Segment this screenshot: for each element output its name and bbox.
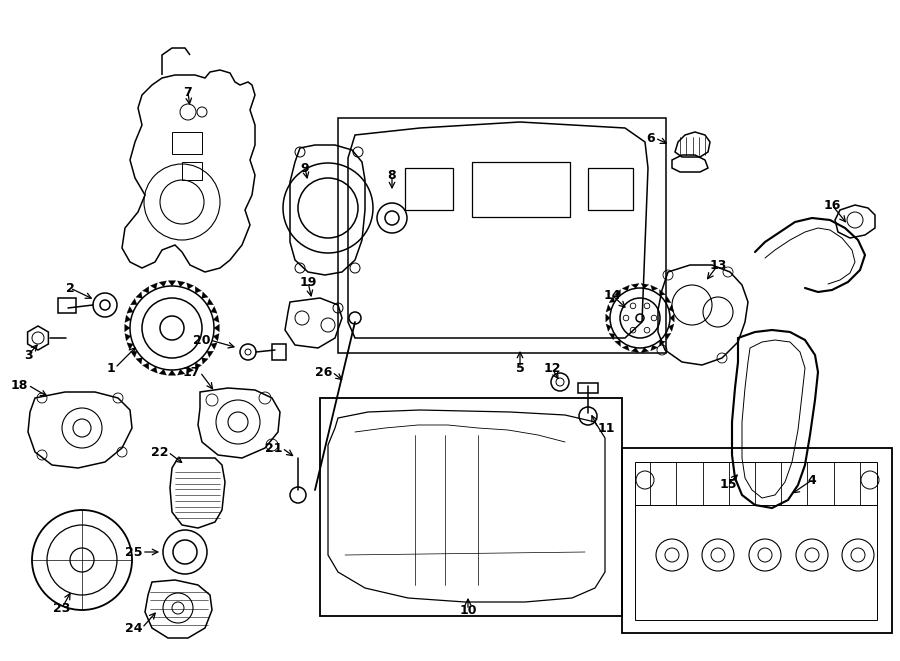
Polygon shape — [660, 340, 665, 346]
Polygon shape — [186, 367, 194, 373]
Text: 16: 16 — [824, 198, 841, 212]
Polygon shape — [669, 324, 674, 331]
Polygon shape — [214, 325, 220, 332]
Text: 21: 21 — [265, 442, 282, 455]
Polygon shape — [127, 342, 133, 350]
Bar — [320, 398, 622, 616]
Polygon shape — [609, 333, 615, 340]
Text: 20: 20 — [193, 334, 210, 346]
Bar — [472, 162, 570, 217]
Text: 3: 3 — [23, 348, 32, 362]
Bar — [635, 462, 877, 620]
Bar — [578, 383, 598, 393]
Text: 15: 15 — [719, 479, 737, 492]
Polygon shape — [195, 287, 202, 293]
Polygon shape — [168, 370, 176, 375]
Text: 24: 24 — [124, 621, 142, 635]
Polygon shape — [159, 281, 166, 287]
Text: 2: 2 — [66, 282, 75, 295]
Polygon shape — [177, 369, 184, 375]
Bar — [405, 168, 453, 210]
Text: 12: 12 — [544, 362, 561, 375]
Text: 6: 6 — [646, 132, 655, 145]
Polygon shape — [660, 290, 665, 295]
Bar — [338, 118, 666, 353]
Polygon shape — [665, 296, 671, 303]
Polygon shape — [125, 334, 130, 341]
Polygon shape — [124, 325, 130, 332]
Polygon shape — [669, 305, 674, 312]
Bar — [182, 162, 202, 180]
Text: 13: 13 — [709, 258, 726, 272]
Polygon shape — [622, 345, 629, 351]
Polygon shape — [641, 284, 649, 288]
Polygon shape — [186, 283, 194, 290]
Text: 17: 17 — [183, 366, 200, 379]
Polygon shape — [631, 284, 639, 288]
Polygon shape — [609, 296, 615, 303]
Polygon shape — [665, 333, 671, 340]
Text: 8: 8 — [388, 169, 396, 182]
Polygon shape — [622, 285, 629, 291]
Polygon shape — [615, 340, 620, 346]
Polygon shape — [142, 287, 148, 293]
Polygon shape — [213, 334, 220, 341]
Polygon shape — [606, 305, 611, 312]
Bar — [588, 168, 633, 210]
Polygon shape — [641, 348, 649, 352]
Polygon shape — [159, 369, 166, 375]
Polygon shape — [136, 358, 142, 364]
Text: 1: 1 — [106, 362, 115, 375]
Polygon shape — [130, 299, 137, 305]
Text: 9: 9 — [301, 161, 310, 175]
Polygon shape — [631, 348, 639, 352]
Bar — [172, 132, 202, 154]
Polygon shape — [142, 363, 148, 369]
Bar — [272, 344, 286, 360]
Polygon shape — [202, 358, 208, 364]
Polygon shape — [125, 315, 130, 323]
Polygon shape — [615, 290, 620, 295]
Text: 23: 23 — [53, 602, 71, 615]
Text: 7: 7 — [184, 85, 193, 98]
Polygon shape — [127, 307, 133, 313]
Polygon shape — [211, 342, 217, 350]
Polygon shape — [670, 314, 674, 322]
Bar — [622, 448, 892, 633]
Polygon shape — [136, 292, 142, 298]
Polygon shape — [651, 285, 658, 291]
Text: 5: 5 — [516, 362, 525, 375]
Text: 19: 19 — [300, 276, 317, 288]
Polygon shape — [651, 345, 658, 351]
Polygon shape — [177, 281, 184, 287]
Polygon shape — [606, 324, 611, 331]
Polygon shape — [207, 351, 213, 358]
Polygon shape — [606, 314, 610, 322]
Text: 18: 18 — [11, 379, 28, 391]
Text: 14: 14 — [603, 288, 621, 301]
Polygon shape — [130, 351, 137, 358]
Text: 26: 26 — [315, 366, 332, 379]
Text: 10: 10 — [459, 603, 477, 617]
Polygon shape — [202, 292, 208, 298]
Polygon shape — [150, 367, 158, 373]
Text: 25: 25 — [124, 545, 142, 559]
Text: 22: 22 — [150, 446, 168, 459]
Polygon shape — [211, 307, 217, 313]
Polygon shape — [168, 281, 176, 286]
Polygon shape — [195, 363, 202, 369]
Text: 11: 11 — [598, 422, 616, 434]
Text: 4: 4 — [807, 473, 816, 486]
Bar — [58, 298, 76, 313]
Polygon shape — [207, 299, 213, 305]
Polygon shape — [213, 315, 220, 323]
Polygon shape — [150, 283, 158, 290]
